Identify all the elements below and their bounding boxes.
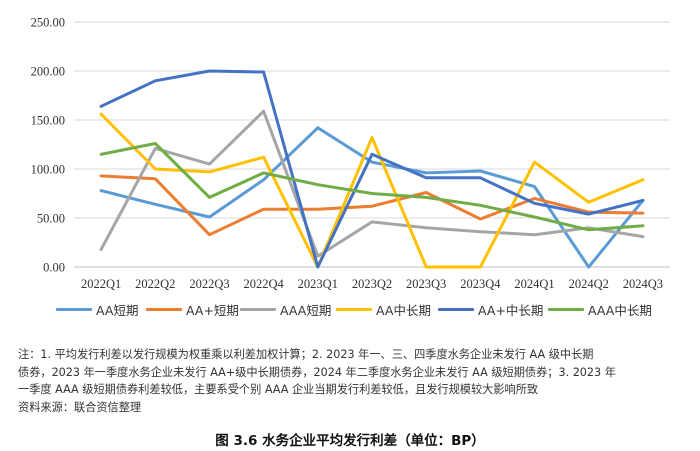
series-line-4 <box>99 69 645 269</box>
note-source: 资料来源：联合资信整理 <box>18 400 142 414</box>
y-tick-label: 250.00 <box>31 16 65 30</box>
y-tick-label: 200.00 <box>31 65 65 79</box>
chart-notes: 注：1. 平均发行利差以发行规模为权重乘以利差加权计算；2. 2023 年一、三… <box>18 346 688 416</box>
legend-swatch-aa-plus-short <box>146 308 182 311</box>
legend-label-aaa-long: AAA中长期 <box>588 303 652 318</box>
x-tick-label: 2022Q1 <box>81 277 121 291</box>
y-tick-label: 50.00 <box>37 212 65 226</box>
x-tick-label: 2022Q4 <box>243 277 284 291</box>
legend-item-aaa-long: AAA中长期 <box>548 300 652 319</box>
series-line-5 <box>99 142 645 232</box>
legend-swatch-aa-long <box>336 308 372 311</box>
y-tick-label: 100.00 <box>31 163 65 177</box>
legend-swatch-aaa-short <box>240 308 276 311</box>
chart-legend: AA短期 AA+短期 AAA短期 AA中长期 AA+中长期 AAA中长期 <box>0 300 700 322</box>
legend-swatch-aa-plus-long <box>438 308 474 311</box>
x-tick-label: 2023Q4 <box>460 277 501 291</box>
x-tick-label: 2022Q3 <box>189 277 229 291</box>
series-line-2 <box>99 109 645 258</box>
x-tick-label: 2023Q1 <box>298 277 338 291</box>
series-line-3 <box>99 112 645 269</box>
note-line-2: 债券，2023 年一季度水务企业未发行 AA+级中长期债券，2024 年二季度水… <box>18 365 616 379</box>
series-line-1 <box>99 174 645 237</box>
x-tick-label: 2022Q2 <box>135 277 175 291</box>
y-tick-label: 0.00 <box>43 261 65 275</box>
x-tick-label: 2023Q3 <box>406 277 446 291</box>
legend-item-aa-long: AA中长期 <box>336 300 431 319</box>
chart-title: 图 3.6 水务企业平均发行利差（单位：BP） <box>215 433 485 449</box>
x-tick-label: 2024Q2 <box>569 277 609 291</box>
legend-label-aa-plus-long: AA+中长期 <box>478 303 544 318</box>
note-line-3: 一季度 AAA 级短期债券利差较低，主要系受个别 AAA 企业当期发行利差较低，… <box>18 383 539 396</box>
legend-item-aa-short: AA短期 <box>56 300 138 319</box>
legend-label-aaa-short: AAA短期 <box>280 303 332 318</box>
legend-label-aa-short: AA短期 <box>96 303 139 318</box>
x-tick-label: 2024Q3 <box>623 277 663 291</box>
legend-item-aaa-short: AAA短期 <box>240 300 331 319</box>
legend-item-aa-plus-short: AA+短期 <box>146 300 239 319</box>
y-tick-label: 150.00 <box>31 114 65 128</box>
legend-label-aa-plus-short: AA+短期 <box>186 303 239 318</box>
series-line-0 <box>99 126 645 269</box>
x-tick-label: 2024Q1 <box>514 277 554 291</box>
legend-item-aa-plus-long: AA+中长期 <box>438 300 543 319</box>
line-chart: 0.00 50.00 100.00 150.00 200.00 250.00 2022Q1 2… <box>31 16 670 291</box>
x-tick-label: 2023Q2 <box>352 277 392 291</box>
legend-swatch-aaa-long <box>548 308 584 311</box>
note-line-1: 注：1. 平均发行利差以发行规模为权重乘以利差加权计算；2. 2023 年一、三… <box>18 348 594 361</box>
legend-label-aa-long: AA中长期 <box>376 303 431 318</box>
legend-swatch-aa-short <box>56 308 92 311</box>
